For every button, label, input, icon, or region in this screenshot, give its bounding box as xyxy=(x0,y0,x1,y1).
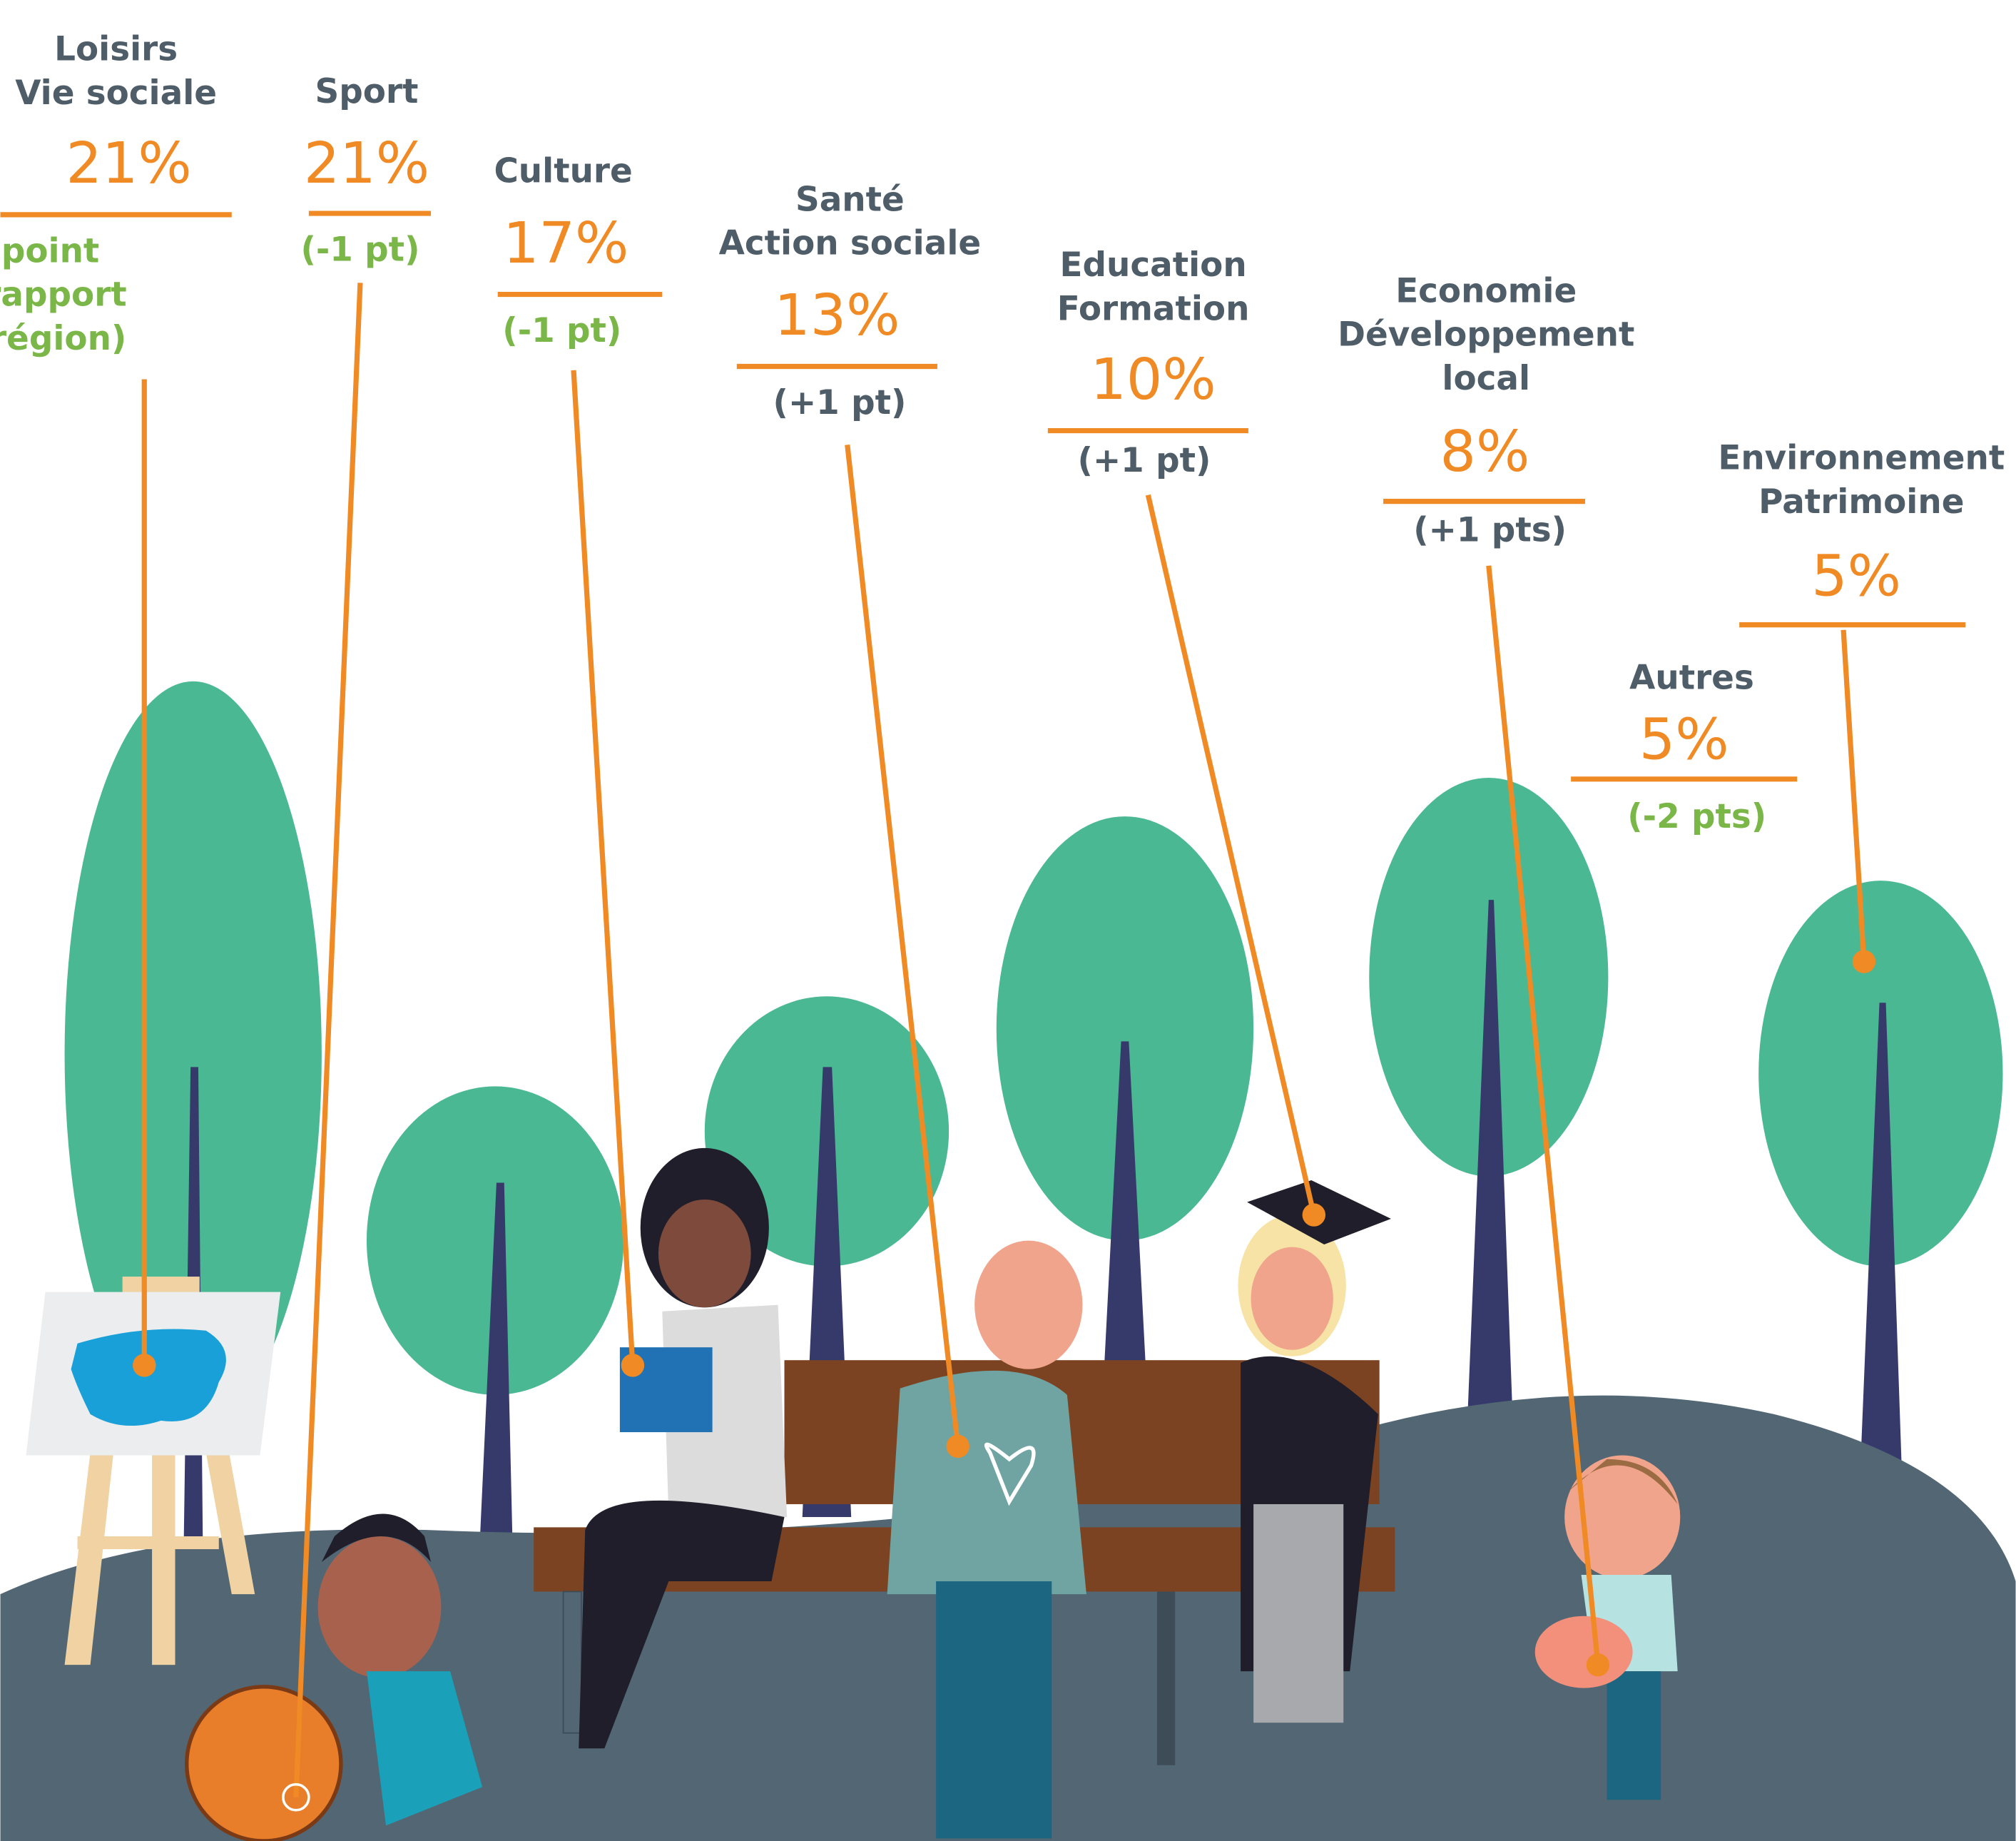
category-share: 13% xyxy=(774,282,900,348)
change-note: (-1 point xyxy=(0,232,99,270)
infographic: Loisirs Vie sociale 21% (-1 point par rappor… xyxy=(0,0,2016,1841)
change-note: (-1 pt) xyxy=(502,312,621,350)
category-label: Sport xyxy=(315,73,419,111)
leader-dot xyxy=(1587,1653,1609,1676)
change-note: (+1 pt) xyxy=(773,384,907,422)
change-note: (-2 pts) xyxy=(1627,798,1766,836)
category-label: Développement xyxy=(1338,316,1634,355)
change-note: (+1 pts) xyxy=(1413,511,1567,549)
category-share: 5% xyxy=(1811,543,1901,609)
category-share: 8% xyxy=(1440,418,1530,485)
category-label: Santé xyxy=(795,181,905,219)
leader-line xyxy=(847,445,958,1446)
category-label: local xyxy=(1442,360,1530,398)
category-label: Vie sociale xyxy=(15,74,217,113)
category: Environnement Patrimoine 5% xyxy=(1718,440,2005,973)
category-label: Patrimoine xyxy=(1758,483,1964,522)
category-label: Environnement xyxy=(1718,440,2005,478)
category: Autres 5% (-2 pts) xyxy=(1571,659,1797,837)
change-note: (+1 pt) xyxy=(1078,442,1211,480)
leader-dot xyxy=(621,1354,644,1376)
category-share: 21% xyxy=(304,130,429,196)
category-label: Action sociale xyxy=(719,225,982,263)
leader-dot xyxy=(1303,1203,1325,1226)
leader-dot xyxy=(1853,950,1875,973)
category-label: Economie xyxy=(1395,272,1577,310)
category-label: Education xyxy=(1060,246,1247,285)
category-label: Loisirs xyxy=(54,31,178,69)
category-share: 5% xyxy=(1639,706,1729,772)
leader-dot xyxy=(133,1354,156,1376)
change-note: (-1 pt) xyxy=(300,231,419,270)
category-share: 17% xyxy=(503,210,628,276)
category-label: Formation xyxy=(1057,290,1250,329)
category-share: 21% xyxy=(66,130,192,196)
change-note: à la région) xyxy=(0,320,126,358)
category-label: Autres xyxy=(1629,659,1754,698)
category-share: 10% xyxy=(1090,346,1216,412)
change-note: par rapport xyxy=(0,276,127,315)
category-label: Culture xyxy=(494,153,632,191)
leader-dot xyxy=(947,1435,969,1458)
